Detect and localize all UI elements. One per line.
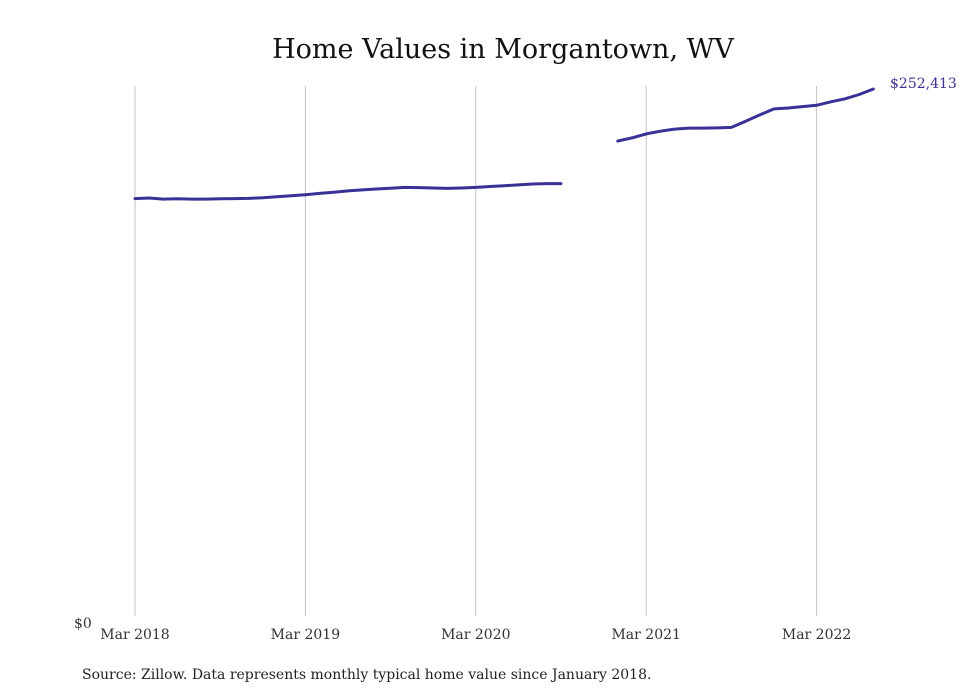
source-note: Source: Zillow. Data represents monthly … [82,667,652,683]
chart-title: Home Values in Morgantown, WV [272,34,734,65]
series-line-segment [616,87,875,143]
end-value-label: $252,413 [890,76,957,92]
x-tick-label: Mar 2019 [271,627,340,643]
series-line-segment [133,182,563,201]
gridlines [134,86,818,616]
x-tick-label: Mar 2020 [441,627,510,643]
y-tick-label-zero: $0 [74,616,92,632]
x-tick-label: Mar 2022 [782,627,851,643]
x-axis-ticks: Mar 2018 Mar 2019 Mar 2020 Mar 2021 Mar 2022 [100,627,851,643]
x-tick-label: Mar 2018 [100,627,169,643]
x-tick-label: Mar 2021 [611,627,680,643]
series-line [133,87,875,201]
